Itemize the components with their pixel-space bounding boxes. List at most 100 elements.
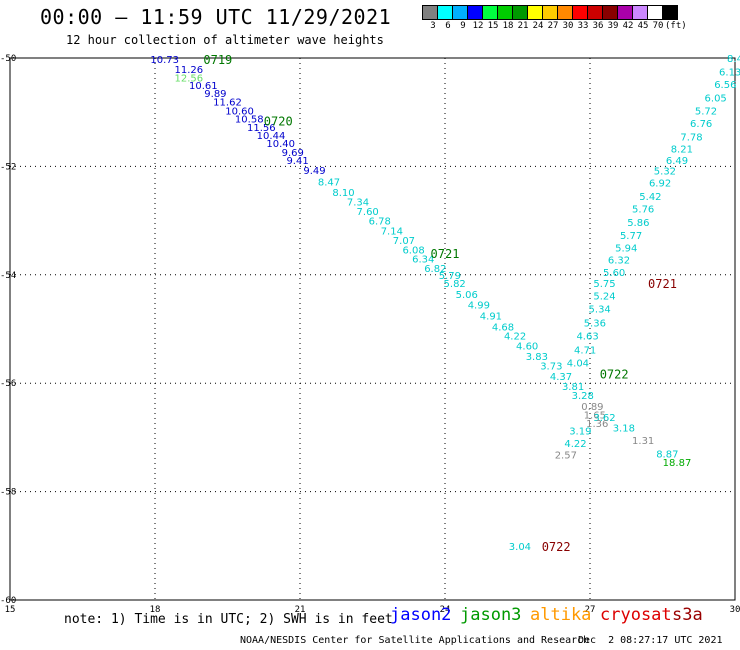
- wave-height-label: 6.49: [666, 156, 688, 167]
- wave-height-label: 10.73: [150, 55, 179, 66]
- wave-height-label: 0.89: [581, 402, 603, 413]
- wave-height-label: 9.41: [286, 156, 308, 167]
- x-tick-label: 24: [440, 605, 451, 615]
- pass-label: 0721: [431, 247, 460, 261]
- colorbar-label: 21: [517, 21, 529, 31]
- colorbar-label: (ft): [665, 21, 687, 31]
- colorbar-label: 15: [487, 21, 499, 31]
- wave-height-label: 5.72: [695, 107, 717, 118]
- wave-height-label: 4.37: [550, 372, 572, 383]
- colorbar-label: 33: [577, 21, 589, 31]
- colorbar-label: 6: [445, 21, 451, 31]
- wave-height-label: 6.92: [649, 179, 671, 190]
- footer-source: NOAA/NESDIS Center for Satellite Applica…: [240, 635, 590, 646]
- wave-height-label: 8.4: [727, 54, 740, 65]
- y-tick-label: -60: [0, 596, 16, 606]
- wave-height-label: 5.32: [654, 167, 676, 178]
- wave-height-label: 6.56: [714, 80, 736, 91]
- wave-height-label: 3.83: [526, 352, 548, 363]
- colorbar-label: 27: [547, 21, 559, 31]
- y-tick-label: -50: [0, 54, 16, 64]
- wave-height-label: 10.60: [225, 107, 254, 118]
- colorbar-labels: 3 6 9 12 15 18 21 24 27 30 33 36 39 42 45 70 (ft): [422, 21, 740, 35]
- colorbar-label: 18: [502, 21, 514, 31]
- wave-height-label: 5.75: [593, 279, 615, 290]
- wave-height-label: 8.21: [671, 145, 693, 156]
- wave-height-label: 5.86: [627, 218, 649, 229]
- wave-height-label: 3.28: [572, 391, 594, 402]
- colorbar-label: 30: [562, 21, 574, 31]
- wave-height-label: 11.26: [175, 65, 204, 76]
- satellite-jason3: jason3: [460, 605, 522, 625]
- satellite-s3a: s3a: [672, 605, 703, 625]
- wave-height-label: 10.61: [189, 81, 218, 92]
- wave-height-label: 3.04: [509, 542, 531, 553]
- wave-height-label: 5.36: [584, 318, 606, 329]
- wave-height-label: 3.19: [569, 426, 591, 437]
- satellite-jason2: jason2: [390, 605, 452, 625]
- wave-height-label: 5.94: [615, 244, 637, 255]
- colorbar-label: 24: [532, 21, 544, 31]
- wave-height-label: 3.81: [562, 382, 584, 393]
- wave-height-label: 5.60: [603, 268, 625, 279]
- pass-label: 0722: [542, 540, 571, 554]
- wave-height-label: 7.78: [680, 133, 702, 144]
- wave-height-label: 5.76: [632, 205, 654, 216]
- wave-height-label: 6.32: [608, 256, 630, 267]
- wave-height-label: 7.60: [357, 207, 379, 218]
- wave-height-label: 4.99: [468, 301, 490, 312]
- chart-subtitle: 12 hour collection of altimeter wave hei…: [66, 33, 384, 47]
- wave-height-label: 6.05: [705, 94, 727, 105]
- wave-height-label: 9.69: [282, 148, 304, 159]
- wave-height-label: 9.89: [204, 89, 226, 100]
- wave-height-label: 5.77: [620, 231, 642, 242]
- wave-height-label: 6.82: [424, 264, 446, 275]
- wave-height-label: 5.79: [439, 271, 461, 282]
- wave-height-label: 5.82: [444, 279, 466, 290]
- colorbar-label: 42: [622, 21, 634, 31]
- colorbar-label: 12: [472, 21, 484, 31]
- wave-height-label: 1.36: [586, 419, 608, 430]
- chart-title: 00:00 – 11:59 UTC 11/29/2021: [40, 5, 392, 29]
- colorbar-legend: [422, 5, 678, 20]
- wave-height-label: 1.65: [584, 411, 606, 422]
- wave-height-label: 4.91: [480, 311, 502, 322]
- y-tick-label: -56: [0, 379, 16, 389]
- wave-height-label: 10.40: [266, 139, 295, 150]
- wave-height-label: 9.49: [303, 166, 325, 177]
- wave-height-label: 4.63: [576, 332, 598, 343]
- footer-timestamp: Dec 2 08:27:17 UTC 2021: [578, 635, 723, 646]
- satellite-altika: altika: [530, 605, 592, 625]
- satellite-cryosat: cryosat: [600, 605, 672, 625]
- wave-height-label: 3.18: [613, 424, 635, 435]
- wave-height-label: 5.34: [589, 304, 611, 315]
- colorbar-label: 39: [607, 21, 619, 31]
- wave-height-label: 4.04: [567, 359, 589, 370]
- wave-height-label: 8.47: [318, 178, 340, 189]
- wave-height-label: 6.78: [369, 217, 391, 228]
- wave-height-label: 10.44: [257, 131, 286, 142]
- pass-label: 0720: [264, 114, 293, 128]
- plot-frame: [9, 57, 736, 601]
- wave-height-label: 8.10: [332, 188, 354, 199]
- pass-label: 0719: [203, 53, 232, 67]
- colorbar-label: 45: [637, 21, 649, 31]
- wave-height-label: 10.58: [235, 115, 264, 126]
- wave-height-label: 6.08: [402, 245, 424, 256]
- wave-height-label: 1.31: [632, 436, 654, 447]
- pass-label: 0722: [600, 367, 629, 381]
- wave-height-label: 5.24: [593, 291, 615, 302]
- wave-height-label: 6.13: [719, 68, 740, 79]
- colorbar-label: 36: [592, 21, 604, 31]
- footer-note: note: 1) Time is in UTC; 2) SWH is in fe…: [64, 612, 393, 627]
- colorbar-label: 70: [652, 21, 664, 31]
- wave-height-label: 8.87: [656, 450, 678, 461]
- wave-height-label: 11.62: [213, 97, 242, 108]
- wave-height-label: 18.87: [663, 458, 692, 469]
- wave-height-label: 4.71: [574, 346, 596, 357]
- wave-height-label: 5.06: [456, 290, 478, 301]
- wave-height-label: 4.22: [564, 439, 586, 450]
- x-tick-label: 21: [295, 605, 306, 615]
- colorbar-label: 9: [460, 21, 466, 31]
